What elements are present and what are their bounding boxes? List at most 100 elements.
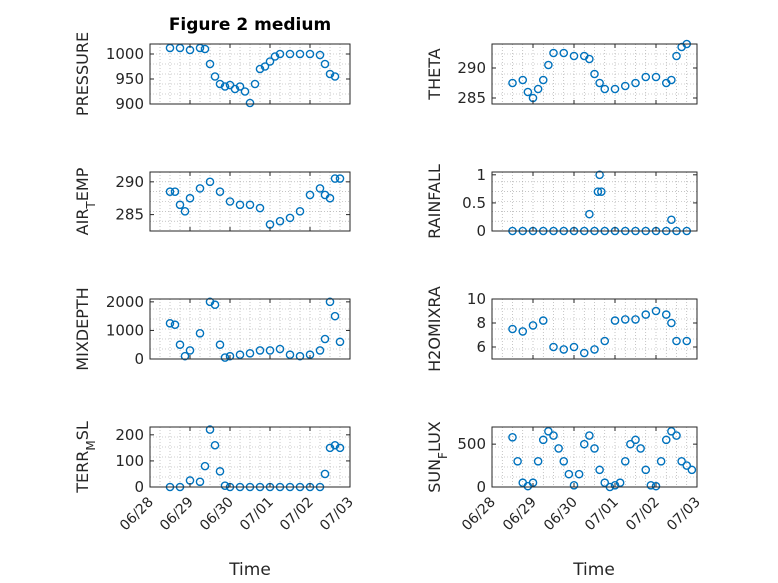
data-point [330,72,340,81]
data-point [215,79,225,89]
data-point [636,444,645,453]
data-point [518,327,528,336]
data-point [195,477,205,487]
data-point [661,310,671,319]
data-point [325,297,335,307]
y-axis-label: RAINFALL [425,164,444,239]
axes-box [149,298,351,360]
axes-box [149,426,351,488]
data-point [215,467,225,476]
subplot-air-temp: 285 290 AIRTEMP [73,167,351,235]
data-point [245,348,255,358]
data-point [579,439,589,449]
y-tick-label: 0 [134,478,144,496]
data-point [626,439,635,449]
y-axis-label: H2OMIXRA [425,286,444,372]
data-point [646,480,656,490]
data-point [165,318,175,328]
data-point [210,440,220,450]
data-point [595,78,604,88]
axes-box [491,171,698,232]
data-point [677,456,686,466]
data-point [559,456,569,466]
data-point [672,431,681,440]
data-point [651,481,661,491]
data-point [215,340,225,350]
y-tick-label: 2000 [106,293,144,311]
data-point [554,444,563,453]
data-point [205,425,215,434]
data-point [270,52,280,61]
data-point [275,344,285,354]
data-point [285,49,295,59]
data-point [615,478,625,488]
data-point [330,311,340,321]
y-tick-label: 8 [476,314,486,332]
data-point [335,174,345,183]
y-axis-label: MIXDEPTH [73,287,92,370]
data-point [590,444,599,453]
data-point [205,177,215,187]
data-point [528,321,538,330]
axes-box [149,43,351,105]
data-point [569,342,579,352]
data-point [533,456,543,466]
y-tick-label: 6 [476,338,486,356]
data-point [305,49,315,59]
data-point [549,342,558,352]
subplot-pressure: 900 950 1000 PRESSURE [73,32,351,116]
data-point [631,315,640,324]
data-point [325,443,335,453]
data-point [579,348,589,358]
data-point [220,481,230,490]
data-point [170,187,180,196]
data-point [315,50,325,60]
data-point [255,64,265,74]
grid [491,298,698,360]
data-point [305,190,315,200]
y-axis-label: THETA [425,48,444,100]
data-point [590,69,599,79]
data-point [185,193,195,203]
subplot-mixdepth: 0 1000 2000 MIXDEPTH [73,287,351,371]
data-point [549,48,558,58]
data-point [518,75,528,85]
data-point [255,346,265,355]
data-point [667,75,676,85]
data-point [325,193,335,203]
data-point [523,87,533,97]
data-point [667,426,676,436]
y-axis-label: PRESSURE [73,32,92,116]
data-point [595,170,604,180]
y-axis-label: TERRMSL [73,421,98,494]
data-point [661,435,671,445]
y-tick-label: 285 [115,206,144,224]
data-point [210,72,220,81]
data-point [330,440,340,450]
data-point [564,469,574,479]
data-point [200,44,210,54]
data-point [240,87,250,96]
data-point [210,300,220,310]
data-point [320,59,330,69]
data-point [559,48,569,58]
y-tick-label: 950 [115,70,144,88]
data-point [245,98,255,108]
data-point [295,351,305,361]
data-point [330,174,340,183]
data-point [687,465,697,475]
subplot-rainfall: 0 0.5 1 RAINFALL [425,164,698,240]
data-point [656,456,666,466]
data-point [595,465,604,475]
y-tick-label: 1000 [106,321,144,339]
data-point [600,478,610,488]
data-point [508,78,517,88]
data-point [593,187,603,196]
data-point [569,480,579,490]
y-tick-label: 200 [115,426,144,444]
data-point [235,350,245,360]
data-point [631,435,640,445]
y-tick-label: 900 [115,95,144,113]
data-point [285,213,295,223]
